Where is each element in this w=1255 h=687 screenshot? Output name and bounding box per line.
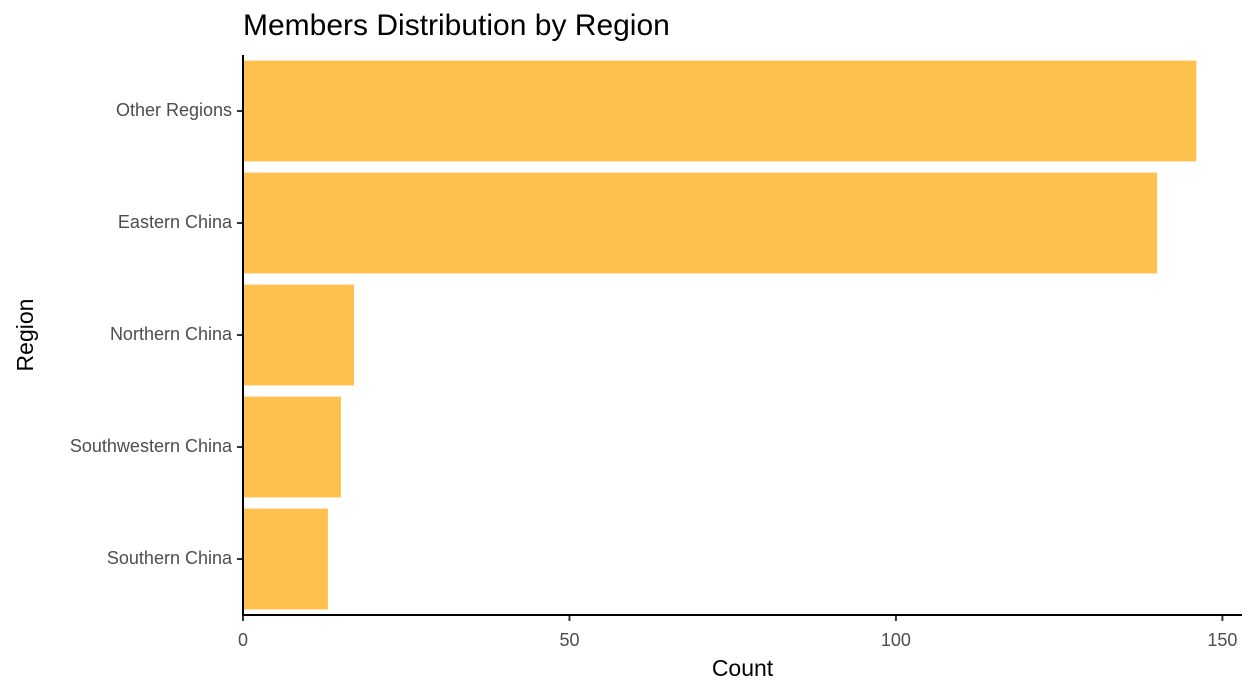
y-axis-ticks: Other Regions Eastern China Northern China… xyxy=(70,100,243,568)
x-tick-label: 150 xyxy=(1207,630,1237,650)
x-axis-ticks: 0 50 100 150 xyxy=(238,615,1237,650)
chart-title: Members Distribution by Region xyxy=(243,9,670,42)
bar-eastern-china xyxy=(243,172,1158,274)
bars-group xyxy=(243,60,1197,610)
bar-southern-china xyxy=(243,508,328,610)
x-tick-label: 50 xyxy=(559,630,579,650)
y-tick-label: Southwestern China xyxy=(70,436,233,456)
x-tick-label: 0 xyxy=(238,630,248,650)
y-tick-label: Other Regions xyxy=(116,100,232,120)
x-tick-label: 100 xyxy=(881,630,911,650)
y-tick-label: Southern China xyxy=(107,548,233,568)
bar-other-regions xyxy=(243,60,1197,162)
x-axis-title: Count xyxy=(712,655,774,681)
bar-southwestern-china xyxy=(243,396,341,498)
y-tick-label: Eastern China xyxy=(118,212,233,232)
y-tick-label: Northern China xyxy=(110,324,233,344)
bar-northern-china xyxy=(243,284,354,386)
y-axis-title: Region xyxy=(12,299,38,372)
